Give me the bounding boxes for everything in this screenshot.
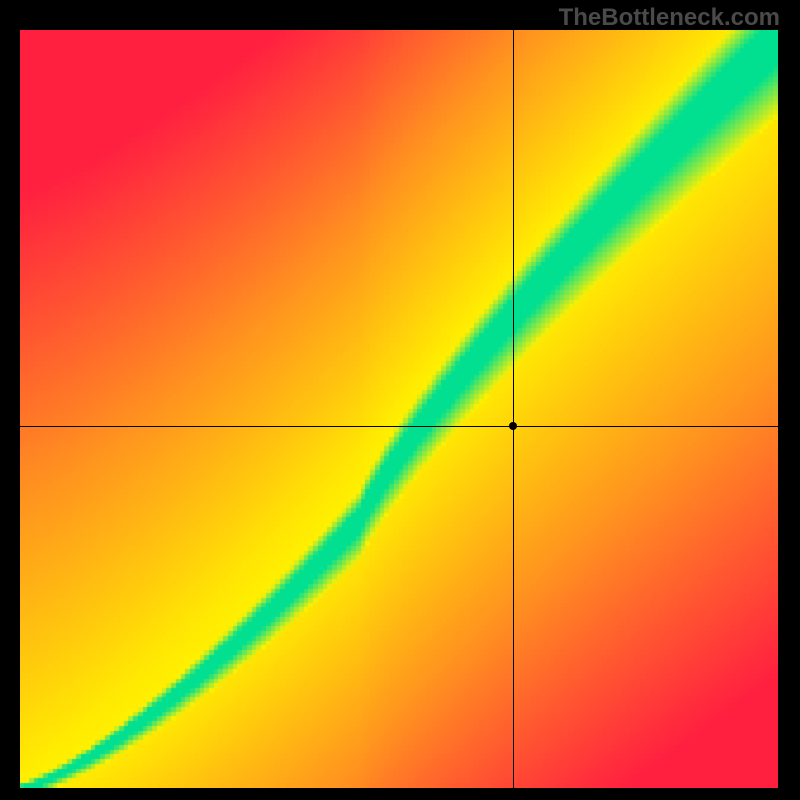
heatmap-canvas — [20, 30, 778, 788]
watermark-text: TheBottleneck.com — [559, 4, 780, 32]
crosshair-horizontal — [20, 426, 778, 427]
heatmap-plot — [20, 30, 778, 788]
crosshair-vertical — [513, 30, 514, 788]
crosshair-marker-dot — [509, 422, 517, 430]
